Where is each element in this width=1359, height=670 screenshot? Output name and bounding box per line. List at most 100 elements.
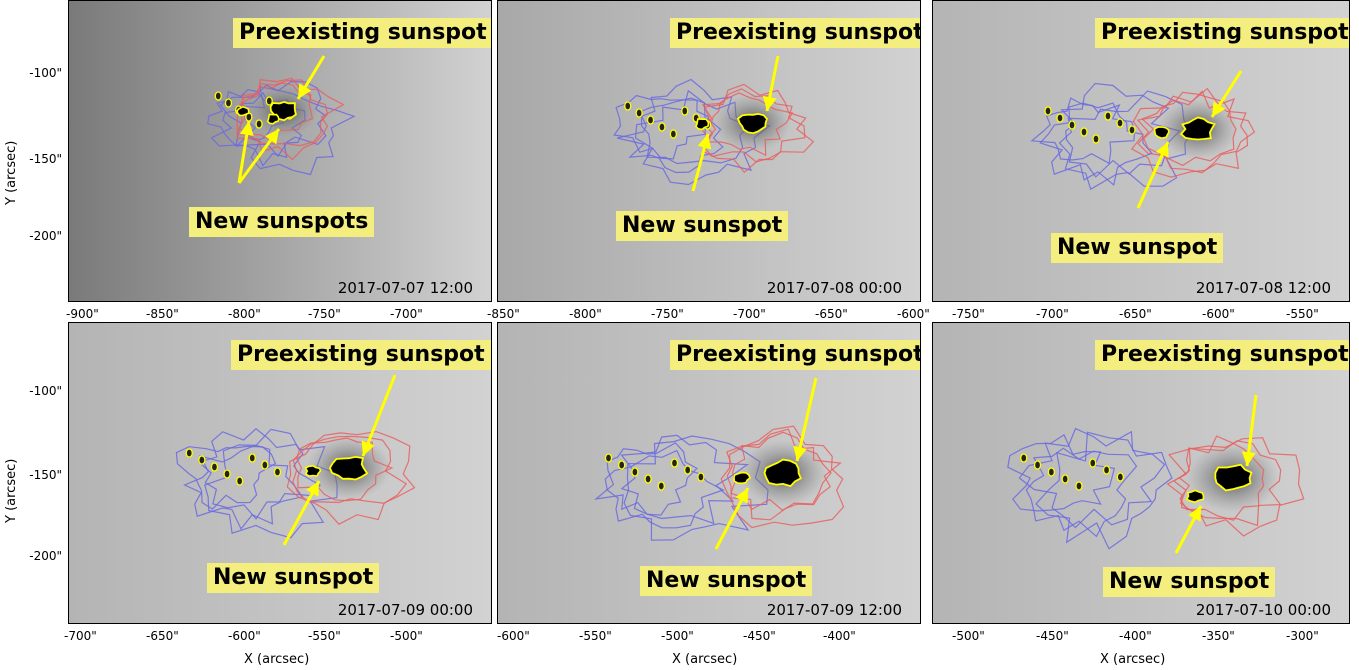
magnetogram-panel-5: Preexisting sunspot New sunspot 2017-07-09… <box>497 322 921 624</box>
small-pore <box>644 474 652 484</box>
x-tick-label: -400" <box>1119 629 1152 643</box>
small-pore <box>261 460 269 470</box>
small-pore <box>670 458 679 468</box>
y-axis-label-top: Y (arcsec) <box>4 140 19 205</box>
new-sunspot-label: New sunspot <box>207 563 380 593</box>
negative-polarity-contour <box>183 444 304 531</box>
small-pore <box>1061 474 1069 484</box>
solar-surface-background <box>69 1 491 301</box>
small-pore <box>684 465 692 475</box>
x-axis-label-2: X (arcsec) <box>672 652 738 667</box>
small-pore <box>255 119 263 129</box>
positive-polarity-contour <box>720 425 845 529</box>
magnetogram-panel-6: Preexisting sunspot New sunspot 2017-07-10… <box>932 322 1350 624</box>
new-umbra <box>236 105 250 117</box>
negative-polarity-contour <box>175 445 277 510</box>
small-pore <box>604 453 613 463</box>
positive-polarity-contour <box>292 435 408 504</box>
new-sunspot-arrow <box>237 128 281 184</box>
magnetogram-panel-4: Preexisting sunspot New sunspot 2017-07-09… <box>68 322 492 624</box>
preexisting-sunspot-label: Preexisting sunspot <box>670 18 920 48</box>
positive-polarity-contour <box>1166 437 1305 537</box>
x-tick-label: -500" <box>952 629 985 643</box>
negative-polarity-contour <box>1058 90 1193 191</box>
x-tick-label: -750" <box>952 307 985 321</box>
new-sunspot-arrow <box>1136 141 1170 209</box>
small-pore <box>697 472 705 482</box>
ytick-top-200: -200" <box>29 229 62 243</box>
new-umbra <box>266 113 280 125</box>
timestamp: 2017-07-09 12:00 <box>766 601 902 619</box>
negative-polarity-contour <box>1035 431 1173 550</box>
ytick-top-150: -150" <box>29 152 62 166</box>
preexisting-sunspot-label: Preexisting sunspot <box>233 18 491 48</box>
timestamp: 2017-07-08 12:00 <box>1195 279 1331 297</box>
small-pore <box>1089 458 1097 468</box>
new-sunspot-label: New sunspot <box>1051 233 1224 263</box>
magnetogram-panel-3: Preexisting sunspot New sunspot 2017-07-08… <box>932 0 1350 302</box>
small-pore <box>265 96 273 106</box>
negative-polarity-contour <box>1018 427 1166 529</box>
ytick-bot-200: -200" <box>29 549 62 563</box>
x-tick-label: -700" <box>1036 307 1069 321</box>
positive-polarity-contour <box>702 92 794 157</box>
preexisting-arrow <box>793 377 818 462</box>
preexisting-umbra <box>736 112 768 135</box>
small-pore <box>681 106 689 116</box>
preexisting-sunspot-label: Preexisting sunspot <box>1095 18 1349 48</box>
x-tick-label: -500" <box>661 629 694 643</box>
negative-polarity-contour <box>219 81 327 158</box>
preexisting-arrow <box>762 55 780 112</box>
small-pore <box>1104 111 1112 121</box>
preexisting-sunspot-label: Preexisting sunspot <box>670 340 920 370</box>
x-tick-label: -650" <box>815 307 848 321</box>
x-tick-label: -650" <box>146 629 179 643</box>
negative-polarity-contour <box>1025 447 1138 538</box>
small-pore <box>1020 453 1028 463</box>
x-tick-label: -400" <box>823 629 856 643</box>
negative-polarity-contour <box>640 78 751 165</box>
panel-image-3 <box>933 1 1349 301</box>
small-pore <box>1092 134 1100 144</box>
x-tick-label: -800" <box>228 307 261 321</box>
negative-polarity-contour <box>1007 434 1116 512</box>
small-pore <box>185 448 193 458</box>
x-tick-label: -750" <box>308 307 341 321</box>
x-tick-label: -350" <box>1202 629 1235 643</box>
negative-polarity-contour <box>197 428 322 520</box>
x-tick-label: -700" <box>733 307 766 321</box>
negative-polarity-contour <box>1060 82 1181 178</box>
small-pore <box>1080 127 1088 137</box>
small-pore <box>1047 467 1055 477</box>
x-tick-label: -450" <box>1036 629 1069 643</box>
small-pore <box>235 476 244 486</box>
small-pore <box>1116 118 1124 128</box>
preexisting-umbra <box>1214 463 1253 492</box>
x-tick-label: -750" <box>651 307 684 321</box>
x-tick-label: -600" <box>228 629 261 643</box>
new-sunspot-arrow <box>691 133 712 192</box>
negative-polarity-contour <box>620 434 750 525</box>
panel-image-1 <box>69 1 491 301</box>
y-axis-label-bottom: Y (arcsec) <box>4 458 19 523</box>
new-sunspot-label: New sunspot <box>616 211 789 241</box>
timestamp: 2017-07-09 00:00 <box>337 601 473 619</box>
magnetogram-panel-2: Preexisting sunspot New sunspot 2017-07-08… <box>497 0 921 302</box>
small-pore <box>1044 106 1052 116</box>
negative-polarity-contour <box>623 435 769 541</box>
timestamp: 2017-07-07 12:00 <box>337 279 473 297</box>
small-pore <box>224 98 233 108</box>
x-axis-label-3: X (arcsec) <box>1100 652 1166 667</box>
x-tick-label: -650" <box>1119 307 1152 321</box>
small-pore <box>223 469 231 479</box>
new-umbra <box>694 118 710 131</box>
small-pore <box>273 467 282 477</box>
small-pore <box>657 481 665 491</box>
positive-polarity-contour <box>730 431 832 512</box>
x-tick-label: -600" <box>897 307 930 321</box>
small-pore <box>1128 125 1136 135</box>
preexisting-arrow <box>1210 70 1243 118</box>
preexisting-arrow <box>296 55 326 100</box>
new-umbra <box>304 464 322 477</box>
negative-polarity-contour <box>1030 97 1136 165</box>
